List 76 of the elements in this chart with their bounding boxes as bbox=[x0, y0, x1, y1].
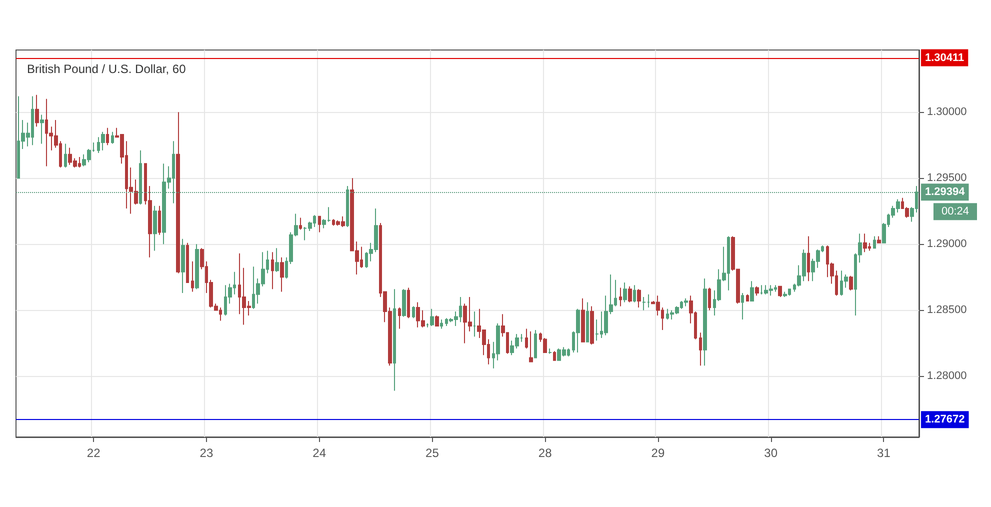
candlestick bbox=[318, 216, 321, 233]
text: 00:24 bbox=[941, 206, 970, 218]
candlestick bbox=[633, 284, 636, 303]
ref-line-label: 1.27672 bbox=[925, 414, 965, 426]
y-tick-label: 1.30000 bbox=[927, 106, 967, 118]
candlestick bbox=[106, 127, 109, 146]
candlestick bbox=[181, 238, 185, 294]
candlestick bbox=[807, 236, 810, 282]
candlestick bbox=[398, 307, 401, 330]
candlestick bbox=[755, 286, 759, 296]
ref-line-label: 1.29394 bbox=[925, 186, 966, 198]
y-tick-label: 1.28000 bbox=[927, 370, 967, 382]
x-tick-label: 23 bbox=[200, 446, 214, 460]
candlestick bbox=[158, 205, 161, 236]
candlestick bbox=[191, 260, 194, 292]
candlestick bbox=[637, 288, 641, 308]
candlestick bbox=[64, 143, 67, 168]
x-tick-label: 31 bbox=[877, 446, 891, 460]
candlestick bbox=[873, 236, 876, 249]
candlestick bbox=[195, 244, 199, 290]
candlestick bbox=[576, 308, 580, 353]
candlestick bbox=[299, 217, 302, 230]
candlestick bbox=[435, 314, 439, 327]
candlestick bbox=[746, 294, 749, 302]
candlestick bbox=[529, 330, 533, 362]
candlestick bbox=[111, 131, 114, 144]
candlestick bbox=[430, 308, 434, 327]
candlestick bbox=[534, 330, 537, 358]
candlestick bbox=[877, 236, 881, 244]
candlestick bbox=[699, 332, 702, 366]
candlestick bbox=[271, 252, 274, 290]
candlestick bbox=[548, 348, 552, 354]
candlestick bbox=[590, 306, 594, 346]
candlestick bbox=[402, 288, 406, 318]
candlestick bbox=[412, 306, 415, 319]
candlestick bbox=[581, 298, 585, 342]
x-tick-label: 29 bbox=[651, 446, 665, 460]
candlestick bbox=[703, 278, 707, 366]
candlestick bbox=[623, 282, 627, 303]
x-tick-label: 30 bbox=[764, 446, 778, 460]
x-tick-label: 24 bbox=[312, 446, 326, 460]
candlestick bbox=[280, 256, 284, 292]
candlestick bbox=[849, 275, 853, 291]
candlestick bbox=[750, 280, 754, 302]
candlestick bbox=[525, 328, 528, 350]
x-tick-label: 22 bbox=[86, 446, 101, 460]
candlestick bbox=[619, 287, 622, 307]
candlestick bbox=[407, 287, 410, 319]
candlestick bbox=[684, 298, 688, 307]
candlestick bbox=[153, 205, 157, 252]
candlestick bbox=[553, 350, 556, 361]
candlestick bbox=[473, 311, 476, 338]
candlestick bbox=[863, 233, 867, 253]
y-tick-label: 1.29500 bbox=[927, 172, 967, 184]
text: British Pound / U.S. Dollar, 60 bbox=[27, 62, 186, 76]
candlestick bbox=[778, 286, 782, 298]
candlestick bbox=[176, 112, 180, 274]
candlestick bbox=[275, 248, 279, 272]
candlestick bbox=[783, 291, 787, 298]
candlestick bbox=[35, 94, 39, 128]
candlestick bbox=[440, 318, 443, 330]
candlestick bbox=[708, 287, 711, 311]
candlestick bbox=[393, 288, 396, 392]
candlestick bbox=[586, 302, 589, 342]
candlestick bbox=[741, 292, 744, 320]
y-tick-label: 1.29000 bbox=[927, 238, 967, 250]
x-tick-label: 25 bbox=[426, 446, 440, 460]
candlestick bbox=[647, 294, 650, 308]
candlestick bbox=[642, 296, 646, 311]
ref-line-label: 1.30411 bbox=[925, 52, 964, 64]
x-tick-label: 28 bbox=[538, 446, 552, 460]
candlestick bbox=[40, 114, 44, 144]
candlestick bbox=[186, 242, 189, 283]
y-tick-label: 1.28500 bbox=[927, 304, 967, 316]
candlestick bbox=[101, 131, 105, 151]
candlestick bbox=[628, 286, 632, 303]
